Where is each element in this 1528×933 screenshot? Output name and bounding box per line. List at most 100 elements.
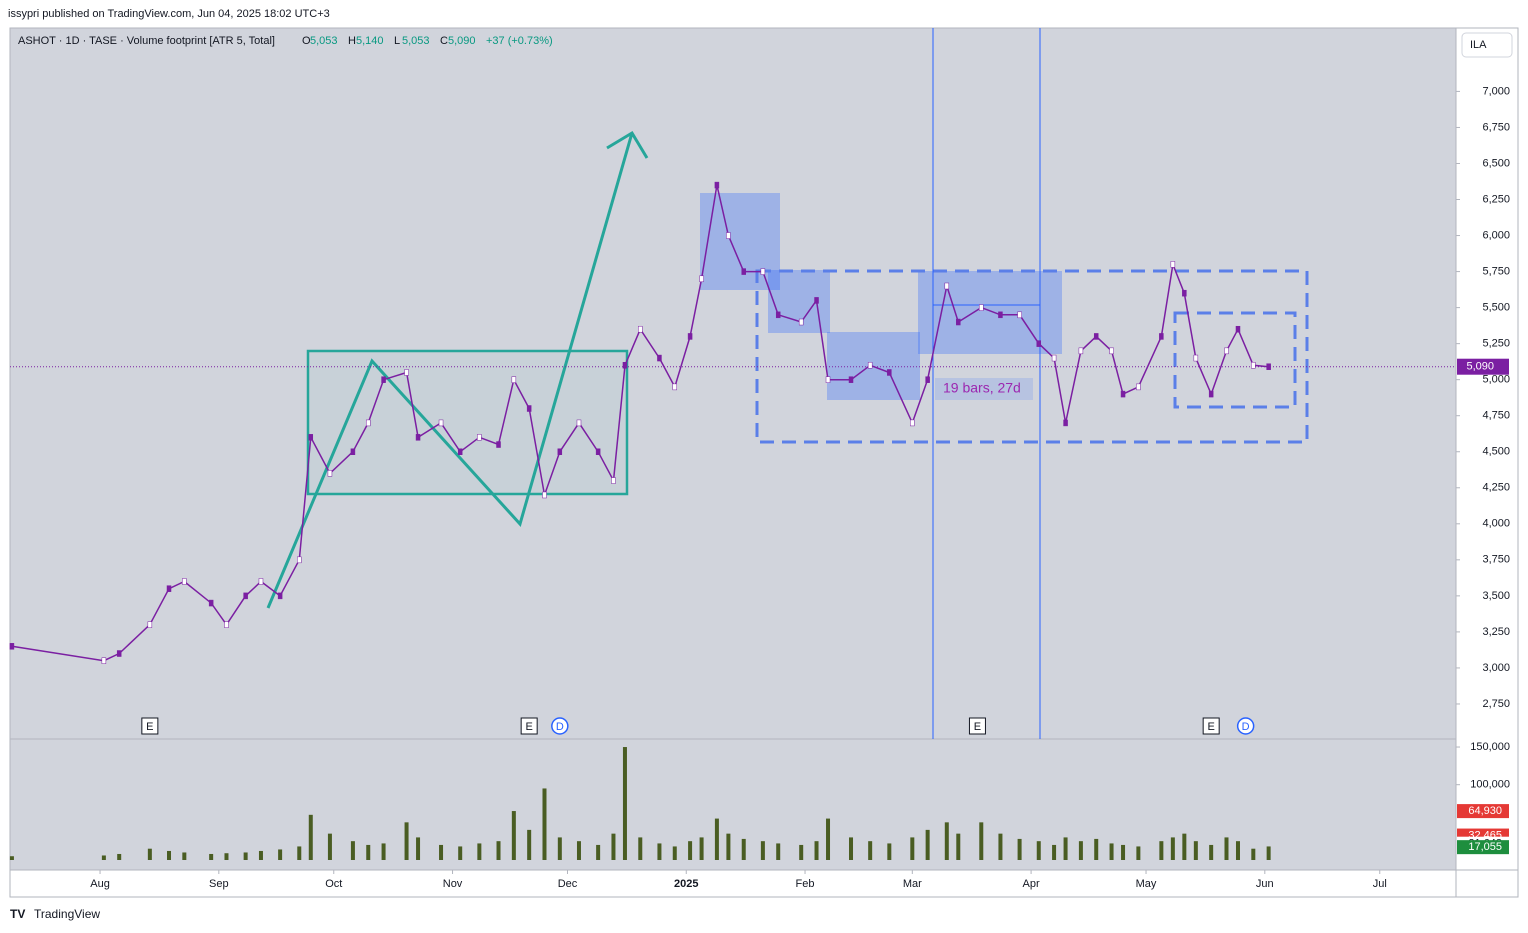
volume-bar xyxy=(224,853,229,860)
x-tick-label: Feb xyxy=(796,878,815,890)
price-point xyxy=(1017,311,1022,319)
price-point xyxy=(726,232,731,239)
volume-bar xyxy=(944,822,949,860)
price-point xyxy=(622,362,628,369)
indicator-label: 64,930 xyxy=(1468,805,1502,817)
price-point xyxy=(687,333,693,340)
ohlc-value: 5,053 xyxy=(402,35,430,47)
event-label: E xyxy=(146,721,153,733)
ohlc-key: O xyxy=(302,35,311,47)
volume-bar xyxy=(1224,837,1229,860)
price-point xyxy=(182,578,187,585)
price-point xyxy=(944,282,950,290)
volume-bar xyxy=(439,844,444,860)
price-point xyxy=(1120,390,1126,398)
volume-bar xyxy=(1109,843,1114,860)
indicator-box xyxy=(1457,804,1509,819)
y-tick-label: 3,750 xyxy=(1482,554,1510,566)
volume-bar xyxy=(147,848,152,860)
volume-bar xyxy=(638,837,643,860)
volume-bar xyxy=(1063,837,1068,860)
volume-bar xyxy=(925,829,930,860)
price-point xyxy=(638,325,643,333)
x-tick-label: 2025 xyxy=(674,878,698,890)
volume-bar xyxy=(101,855,106,860)
y-tick-label: 2,750 xyxy=(1482,698,1510,710)
volume-bar xyxy=(799,844,804,860)
event-label: D xyxy=(556,721,564,733)
published-note: issypri published on TradingView.com, Ju… xyxy=(8,8,330,20)
ohlc-value: 5,053 xyxy=(310,35,338,47)
x-tick-label: Mar xyxy=(903,878,922,890)
price-point xyxy=(714,181,720,189)
price-point xyxy=(457,448,463,455)
y-tick-label: 4,250 xyxy=(1482,482,1510,494)
price-point xyxy=(1266,363,1271,370)
price-point xyxy=(327,470,333,477)
price-point xyxy=(798,318,804,326)
volume-bar xyxy=(542,788,547,860)
volume-bar xyxy=(1036,841,1041,860)
price-point xyxy=(576,419,582,427)
y-tick-label: 7,000 xyxy=(1482,85,1510,97)
event-label: D xyxy=(1242,721,1250,733)
event-earnings xyxy=(968,717,986,735)
event-dividend xyxy=(551,717,569,735)
price-point xyxy=(277,592,283,600)
volume-bar xyxy=(1121,844,1126,860)
frame xyxy=(9,27,1519,898)
price-point xyxy=(258,578,264,585)
y-tick-label: 5,750 xyxy=(1482,265,1510,277)
volume-bar xyxy=(826,818,831,860)
volume-bar xyxy=(182,852,187,860)
footer-logo: TV xyxy=(10,907,25,921)
volume-bar xyxy=(117,853,122,860)
volume-bar xyxy=(1017,838,1022,860)
x-tick-label: Oct xyxy=(325,878,342,890)
volume-bar xyxy=(596,844,601,860)
volume-bar xyxy=(1170,837,1175,860)
price-point xyxy=(243,592,248,600)
event-earnings xyxy=(1202,717,1220,735)
volume-bar xyxy=(910,837,915,860)
price-point xyxy=(381,376,386,383)
volume-bar xyxy=(1193,841,1198,860)
volume-bar xyxy=(760,841,765,860)
y-tick-label: 4,000 xyxy=(1482,518,1510,530)
volume-bar xyxy=(1094,838,1099,860)
volume-bar xyxy=(776,843,781,860)
ohlc-value: 5,090 xyxy=(448,35,476,47)
price-point xyxy=(1093,333,1099,340)
volume-bar xyxy=(1182,833,1187,860)
price-point xyxy=(775,311,781,319)
price-point xyxy=(1036,340,1042,347)
price-point xyxy=(887,369,892,376)
price-point xyxy=(1170,261,1176,268)
price-point xyxy=(657,354,662,362)
y-tick-label: 5,000 xyxy=(1482,374,1510,386)
annotation-bg xyxy=(935,378,1033,400)
price-point xyxy=(308,434,314,441)
volume-bar xyxy=(1209,844,1214,860)
volume-bar xyxy=(527,829,532,860)
currency-box xyxy=(1461,32,1513,58)
volume-bar xyxy=(381,843,386,860)
volume-bar xyxy=(1078,841,1083,860)
volume-bar xyxy=(956,833,961,860)
volume-bar xyxy=(688,841,693,860)
price-point xyxy=(496,441,501,448)
volume-bar xyxy=(1251,848,1256,860)
price-point xyxy=(477,434,482,441)
volume-bar xyxy=(979,822,984,860)
volume-tick-label: 100,000 xyxy=(1470,779,1510,791)
volume-bar xyxy=(258,850,263,860)
price-point xyxy=(825,376,831,383)
event-earnings xyxy=(141,717,159,735)
y-tick-label: 3,250 xyxy=(1482,626,1510,638)
volume-bar xyxy=(887,843,892,860)
x-tick-label: Jun xyxy=(1256,878,1274,890)
event-earnings xyxy=(520,717,538,735)
volume-bar xyxy=(458,846,463,860)
volume-bar xyxy=(611,833,616,860)
ohlc-key: L xyxy=(394,35,400,47)
